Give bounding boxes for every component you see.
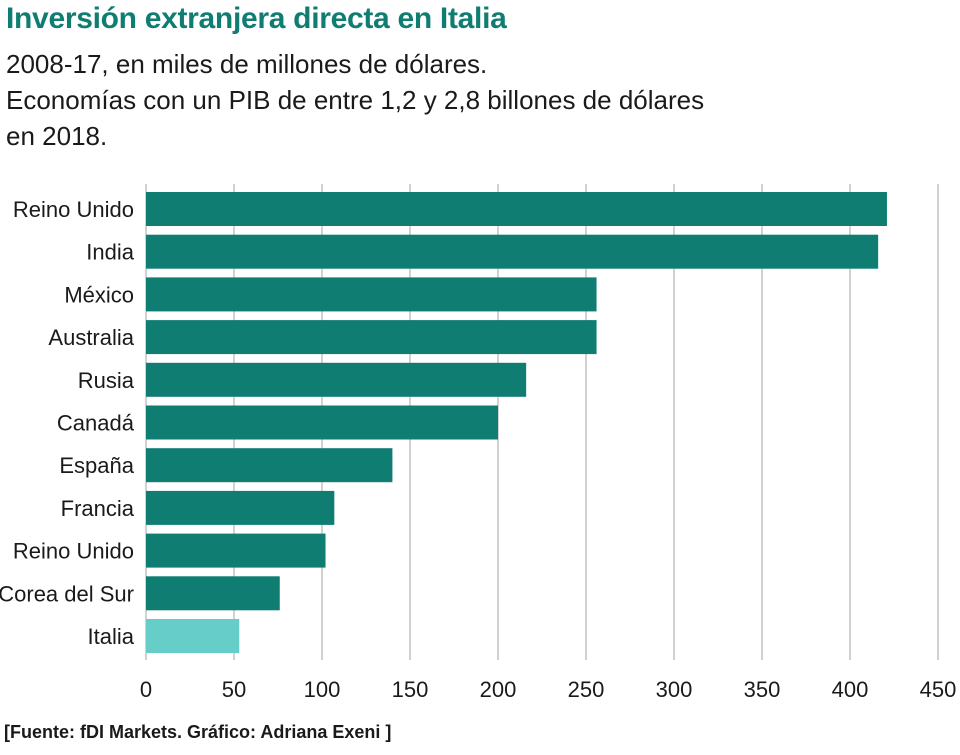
x-tick-label: 150 — [392, 677, 429, 702]
x-tick-label: 0 — [140, 677, 152, 702]
x-tick-label: 200 — [480, 677, 517, 702]
chart-title: Inversión extranjera directa en Italia — [6, 2, 507, 35]
bar-layer — [146, 192, 887, 653]
x-tick-label: 400 — [832, 677, 869, 702]
category-label: Reino Unido — [13, 197, 134, 222]
chart-subtitle: 2008-17, en miles de millones de dólares… — [6, 49, 705, 151]
bar-francia — [146, 490, 335, 525]
bar-rusia — [146, 362, 527, 397]
category-label: Italia — [88, 624, 135, 649]
bar-italia — [146, 619, 240, 653]
x-tick-label: 100 — [304, 677, 341, 702]
bar-reino-unido — [146, 192, 887, 226]
category-label: España — [59, 453, 134, 478]
category-label: Canadá — [57, 411, 135, 436]
category-label: Rusia — [78, 368, 135, 393]
bar-australia — [146, 320, 597, 355]
category-label: Francia — [61, 496, 135, 521]
bar-espana — [146, 448, 393, 483]
x-tick-label: 250 — [568, 677, 605, 702]
category-label: Corea del Sur — [0, 581, 134, 606]
category-label: Reino Unido — [13, 539, 134, 564]
x-tick-label: 50 — [222, 677, 246, 702]
category-label-layer: Reino Unido India México Australia Rusia Cana… — [0, 197, 135, 649]
category-label: India — [86, 240, 134, 265]
tick-label-layer: 0 50 100 150 200 250 300 350 400 450 — [140, 677, 956, 702]
category-label: México — [64, 282, 134, 307]
x-tick-label: 350 — [744, 677, 781, 702]
bar-reino-unido-2 — [146, 533, 326, 568]
bar-corea-del-sur — [146, 576, 280, 611]
x-tick-label: 450 — [920, 677, 957, 702]
bar-india — [146, 234, 879, 269]
source-note: [Fuente: fDI Markets. Gráfico: Adriana E… — [4, 722, 392, 742]
bar-mexico — [146, 277, 597, 312]
x-tick-label: 300 — [656, 677, 693, 702]
category-label: Australia — [48, 325, 134, 350]
bar-canada — [146, 405, 498, 440]
